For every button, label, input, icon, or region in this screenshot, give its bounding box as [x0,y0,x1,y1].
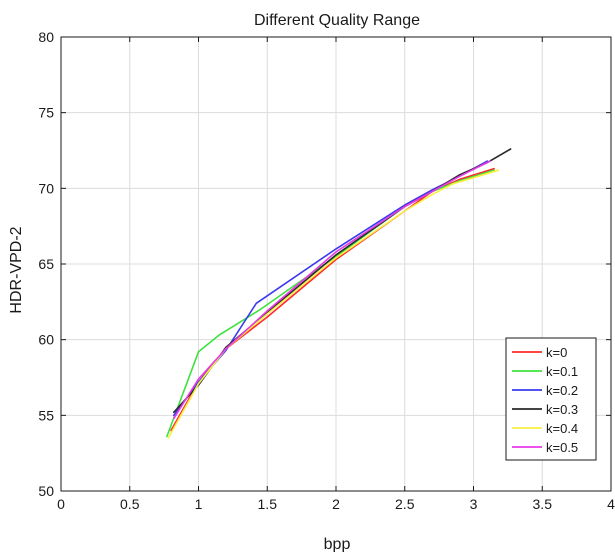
legend-entry-label: k=0 [546,345,567,360]
legend: k=0 k=0.1 k=0.2 k=0.3 k=0.4 k=0.5 [506,338,596,460]
y-axis-label: HDR-VPD-2 [8,226,25,313]
y-tick-label: 70 [38,180,54,196]
x-tick-label: 0.5 [120,496,140,512]
x-tick-label: 2.5 [395,496,415,512]
chart-title: Different Quality Range [254,12,420,29]
y-tick-label: 55 [38,407,54,423]
x-tick-label: 1 [195,496,203,512]
legend-entry-label: k=0.5 [546,440,578,455]
legend-entry-label: k=0.4 [546,421,578,436]
x-tick-label: 3 [470,496,478,512]
legend-entry-label: k=0.1 [546,364,578,379]
y-tick-label: 80 [38,29,54,45]
y-tick-label: 65 [38,256,54,272]
y-tick-label: 60 [38,332,54,348]
x-tick-label: 4 [607,496,615,512]
x-tick-label: 0 [57,496,65,512]
y-tick-label: 75 [38,105,54,121]
x-tick-label: 1.5 [258,496,278,512]
x-tick-label: 2 [332,496,340,512]
x-axis-label: bpp [324,536,351,552]
legend-entry-label: k=0.3 [546,402,578,417]
legend-entry-label: k=0.2 [546,383,578,398]
y-tick-label: 50 [38,483,54,499]
x-tick-label: 3.5 [533,496,553,512]
